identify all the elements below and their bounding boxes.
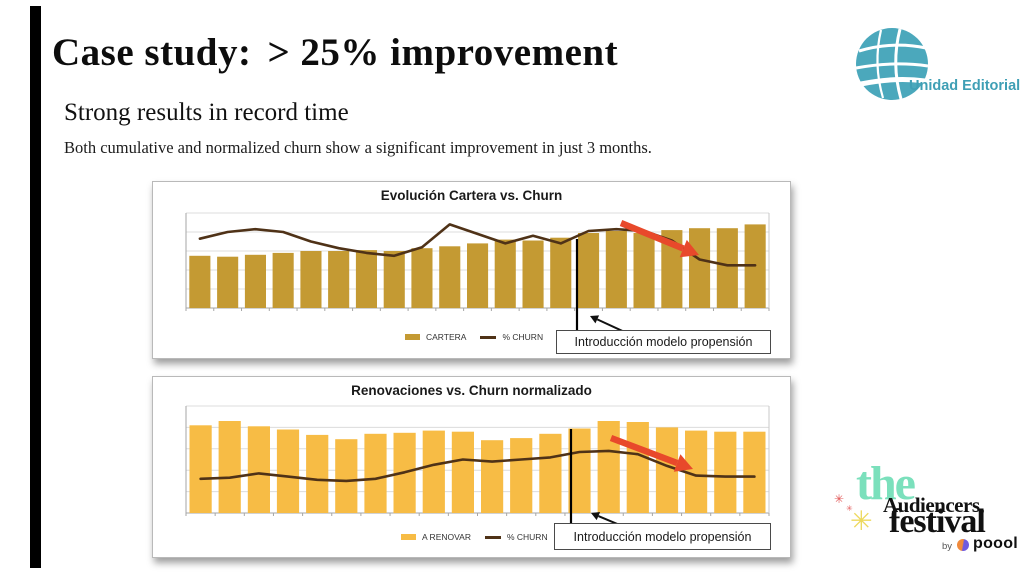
slide-body-text: Both cumulative and normalized churn sho… (64, 138, 652, 157)
chart1-title: Evolución Cartera vs. Churn (380, 188, 563, 203)
chart2-line-legend-label: % CHURN (506, 532, 548, 542)
red-asterisk-icon: ✳ (834, 492, 845, 506)
chart2-title: Renovaciones vs. Churn normalizado (351, 383, 592, 398)
unidad-editorial-label: Unidad Editorial (909, 78, 1021, 94)
yellow-asterisk-icon: ✳ (850, 506, 873, 536)
slide-subtitle: Strong results in record time (64, 99, 349, 126)
chart2-legend: A RENOVAR % CHURN (401, 532, 556, 542)
page-title: Case study: > 25% improvement (52, 30, 618, 75)
unidad-editorial-logo: Unidad Editorial (845, 20, 1023, 110)
audiencers-festival-logo: ✳ ✳ ✳ the Audiencers, festival by poool (830, 460, 1024, 560)
chart-card-renovaciones-churn: Renovaciones vs. Churn normalizado A REN… (152, 376, 791, 558)
chart1-line-legend-label: % CHURN (502, 332, 544, 342)
logo-word-audiencers: Audiencers, (883, 493, 985, 517)
chart1-line-swatch (480, 335, 497, 339)
left-accent-bar (30, 6, 41, 568)
chart1-bar-legend-label: CARTERA (426, 332, 467, 342)
logo-word-festival: festival (889, 503, 986, 540)
renovaciones-churn-chart (185, 405, 770, 537)
chart1-bar-swatch (405, 334, 420, 340)
chart2-line-swatch (484, 535, 501, 539)
chart1-annotation-box: Introducción modelo propensión (556, 330, 771, 354)
page-title-left: Case study: (52, 31, 252, 74)
logo-by-label: by (942, 541, 953, 552)
globe-icon (855, 28, 929, 100)
poool-label: poool (973, 535, 1019, 552)
logo-word-the: the (856, 457, 916, 510)
chart2-annotation-box: Introducción modelo propensión (554, 523, 771, 550)
cartera-churn-chart (185, 212, 770, 341)
poool-dot-icon (957, 539, 969, 551)
chart-card-cartera-churn: Evolución Cartera vs. Churn CARTERA % CH… (152, 181, 791, 359)
chart2-bar-swatch (401, 534, 416, 540)
chart1-legend: CARTERA % CHURN (405, 332, 551, 342)
small-red-star-icon: ✳ (846, 504, 853, 513)
page-title-right: > 25% improvement (267, 31, 619, 74)
chart2-bar-legend-label: A RENOVAR (422, 532, 471, 542)
